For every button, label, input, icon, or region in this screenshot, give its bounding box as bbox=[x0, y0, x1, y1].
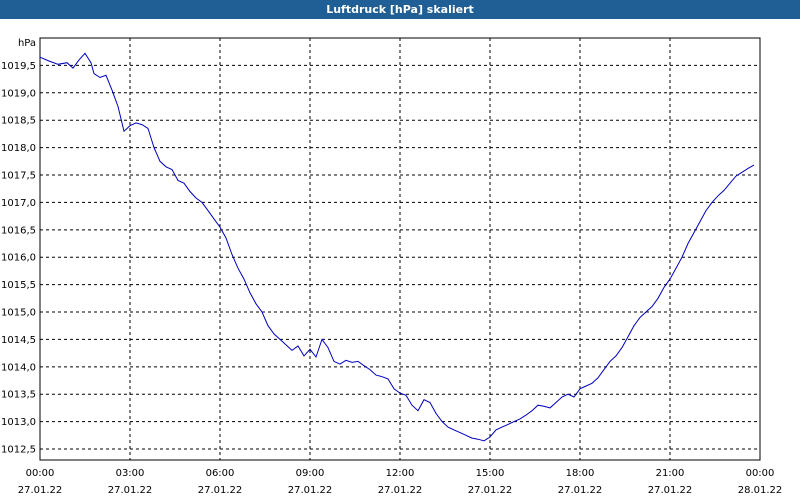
x-axis-ticks: 00:00 27.01.22 03:00 27.01.22 06:00 27.01.22 0… bbox=[18, 468, 783, 496]
x-tick-time-label: 03:00 bbox=[116, 468, 145, 479]
y-tick-label: 1016,0 bbox=[1, 253, 36, 264]
y-tick-label: 1014,5 bbox=[1, 335, 36, 346]
y-tick-label: 1015,5 bbox=[1, 280, 36, 291]
x-tick-date-label: 27.01.22 bbox=[558, 485, 603, 496]
x-tick-date-label: 27.01.22 bbox=[18, 485, 63, 496]
x-tick-time-label: 00:00 bbox=[746, 468, 775, 479]
x-tick-time-label: 15:00 bbox=[476, 468, 505, 479]
y-axis-ticks: 1019,5 1019,0 1018,5 1018,0 1017,5 1017,0 1016… bbox=[1, 61, 36, 456]
y-tick-label: 1018,0 bbox=[1, 143, 36, 154]
y-axis-label: hPa bbox=[18, 38, 36, 49]
x-tick-date-label: 27.01.22 bbox=[198, 485, 243, 496]
x-tick-date-label: 27.01.22 bbox=[108, 485, 153, 496]
y-tick-label: 1012,5 bbox=[1, 445, 36, 456]
y-tick-label: 1015,0 bbox=[1, 308, 36, 319]
x-tick-date-label: 27.01.22 bbox=[378, 485, 423, 496]
series-line-luftdruck bbox=[39, 52, 755, 442]
x-tick-time-label: 18:00 bbox=[566, 468, 595, 479]
y-tick-label: 1017,5 bbox=[1, 171, 36, 182]
x-tick-date-label: 27.01.22 bbox=[648, 485, 693, 496]
y-tick-label: 1019,0 bbox=[1, 88, 36, 99]
y-tick-label: 1019,5 bbox=[1, 61, 36, 72]
y-tick-label: 1013,0 bbox=[1, 417, 36, 428]
x-tick-date-label: 27.01.22 bbox=[288, 485, 333, 496]
x-tick-time-label: 06:00 bbox=[206, 468, 235, 479]
x-tick-date-label: 27.01.22 bbox=[468, 485, 513, 496]
y-tick-label: 1014,0 bbox=[1, 362, 36, 373]
x-tick-time-label: 00:00 bbox=[26, 468, 55, 479]
x-tick-date-label: 28.01.22 bbox=[738, 485, 783, 496]
series-layer bbox=[39, 52, 755, 442]
y-tick-label: 1016,5 bbox=[1, 225, 36, 236]
chart-title: Luftdruck [hPa] skaliert bbox=[0, 0, 800, 19]
y-tick-label: 1013,5 bbox=[1, 390, 36, 401]
x-tick-time-label: 09:00 bbox=[296, 468, 325, 479]
x-tick-time-label: 21:00 bbox=[656, 468, 685, 479]
x-tick-time-label: 12:00 bbox=[386, 468, 415, 479]
y-tick-label: 1017,0 bbox=[1, 198, 36, 209]
y-tick-label: 1018,5 bbox=[1, 116, 36, 127]
grid-lines bbox=[40, 38, 760, 460]
